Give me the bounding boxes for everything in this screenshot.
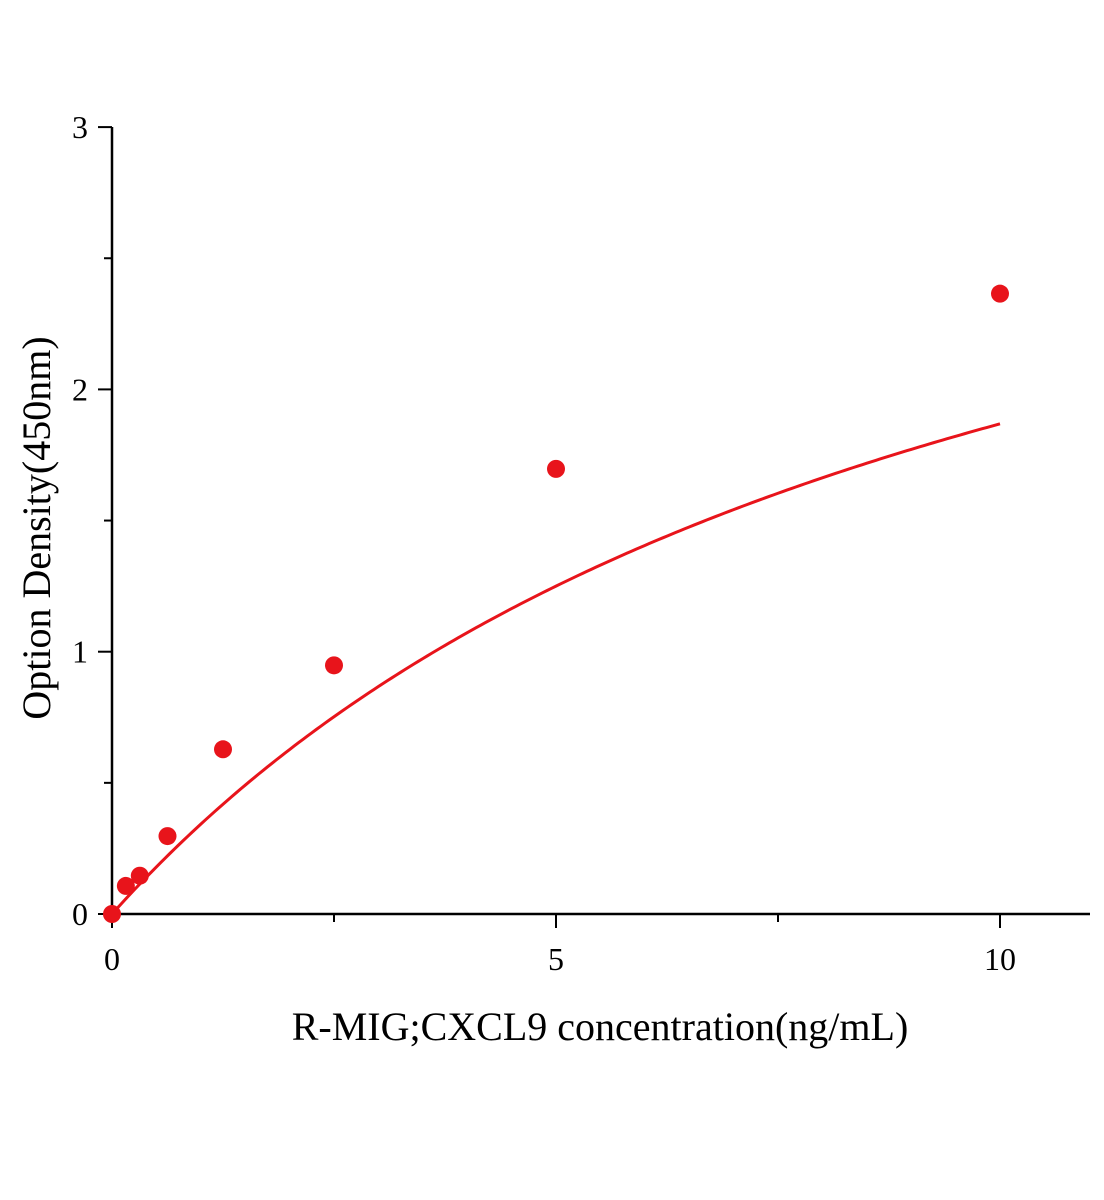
data-point: [158, 827, 177, 846]
tick-labels: 0 5 10 0 1 2 3: [72, 109, 1016, 977]
x-tick-label: 5: [548, 941, 564, 977]
y-tick-label: 1: [72, 634, 88, 670]
data-point: [325, 656, 343, 675]
y-tick-label: 2: [72, 371, 88, 407]
fit-curve: [110, 422, 1001, 916]
data-point: [116, 876, 135, 895]
data-point: [991, 284, 1009, 303]
x-tick-label: 0: [104, 941, 120, 977]
x-tick-label: 10: [984, 941, 1016, 977]
y-axis-title: Option Density(450nm): [14, 336, 59, 719]
y-tick-label: 3: [72, 109, 88, 145]
data-point: [214, 740, 232, 759]
data-points: [103, 284, 1009, 923]
axes: [110, 127, 1090, 916]
x-axis-title: R-MIG;CXCL9 concentration(ng/mL): [292, 1004, 909, 1049]
data-point: [130, 866, 149, 885]
data-point: [547, 459, 565, 478]
ticks: [98, 126, 1001, 928]
y-tick-label: 0: [72, 896, 88, 932]
data-point: [103, 905, 121, 923]
